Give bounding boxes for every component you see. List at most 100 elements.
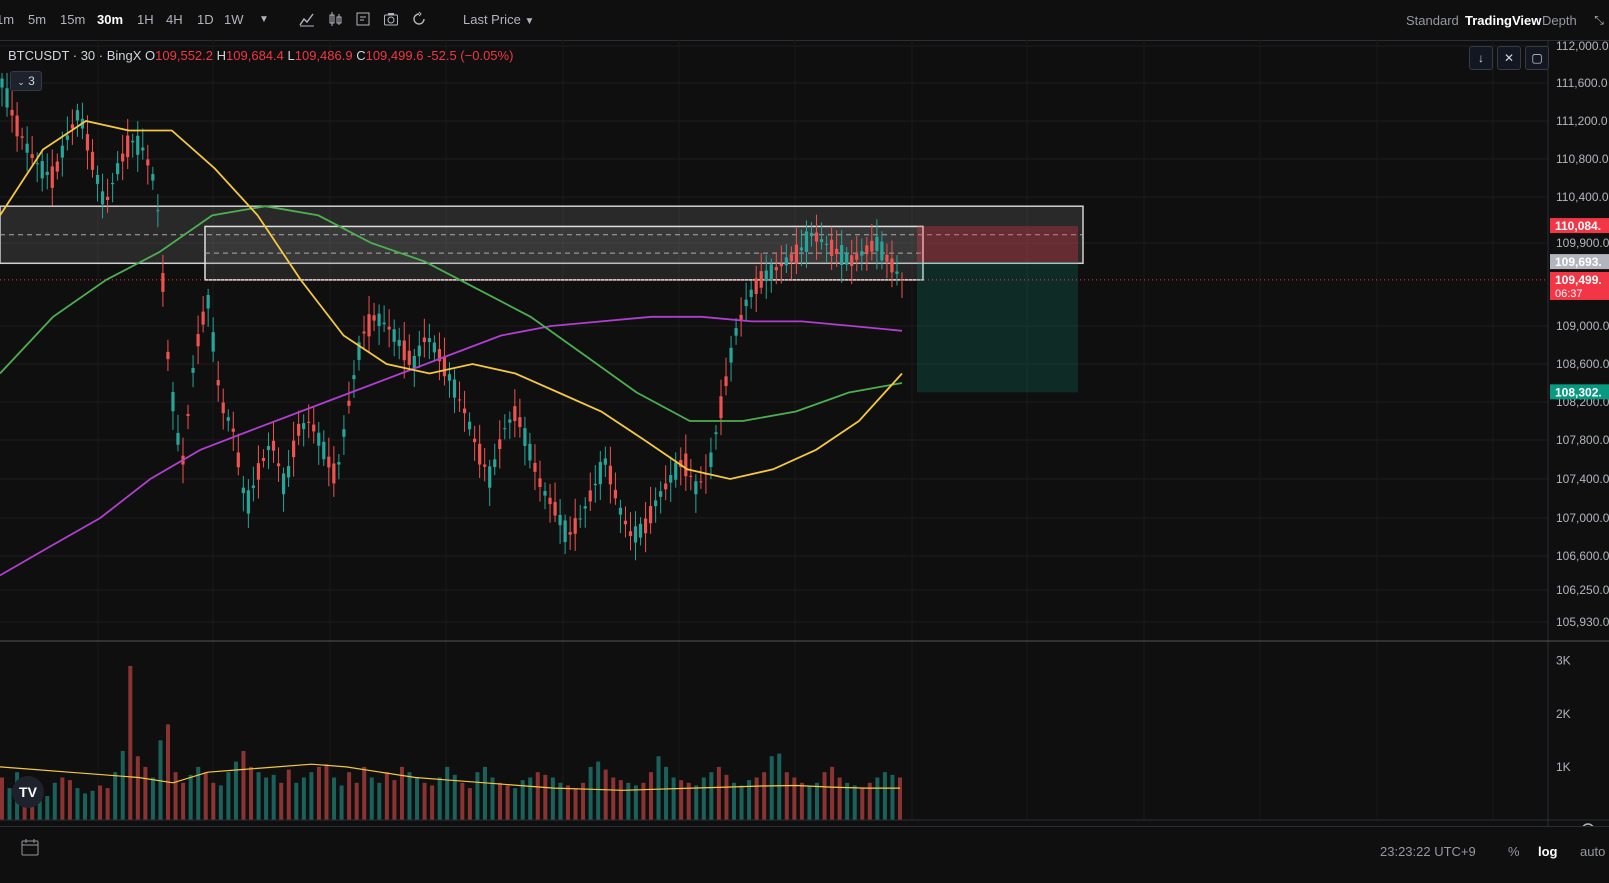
candle-body xyxy=(45,171,49,176)
chevron-down-icon: ▼ xyxy=(524,16,535,27)
candle-body xyxy=(292,440,296,458)
candle-body xyxy=(447,374,452,381)
collapse-icon[interactable]: ✕ xyxy=(1497,46,1521,70)
volume-bar xyxy=(377,782,382,820)
clock[interactable]: 23:23:22 UTC+9 xyxy=(1380,844,1476,859)
volume-bar xyxy=(362,766,367,820)
volume-bar xyxy=(445,766,450,820)
timeframe-1w[interactable]: 1W xyxy=(224,12,244,27)
candle-body xyxy=(633,526,638,543)
volume-bar xyxy=(867,782,872,820)
candle-body xyxy=(312,424,316,432)
reset-icon[interactable] xyxy=(410,11,428,29)
y-tick-label: 107,000.0 xyxy=(1556,511,1609,525)
candle-body xyxy=(689,475,693,477)
candle-body xyxy=(141,147,145,151)
price-type-selector[interactable]: Last Price ▼ xyxy=(463,12,534,27)
bottom-bar: 23:23:22 UTC+9 % log auto xyxy=(0,826,1609,883)
candle-body xyxy=(342,429,346,437)
volume-pane xyxy=(0,665,902,820)
candle-body xyxy=(382,322,386,325)
tradingview-logo[interactable]: TV xyxy=(12,776,44,808)
scroll-down-icon[interactable]: ↓ xyxy=(1469,46,1493,70)
candle-body xyxy=(392,329,396,342)
volume-bar xyxy=(233,761,238,820)
candle-body xyxy=(754,278,758,294)
legend-symbol[interactable]: BTCUSDT · 30 · BingX xyxy=(8,48,142,63)
candle-body xyxy=(206,294,210,309)
y-tick-label: 106,250.0 xyxy=(1556,583,1609,597)
timeframe-15m[interactable]: 15m xyxy=(60,12,86,27)
volume-bar xyxy=(422,782,427,820)
candle-body xyxy=(427,338,431,343)
candle-body xyxy=(166,351,170,360)
candle-body xyxy=(684,453,688,477)
volume-bar xyxy=(490,777,495,820)
volume-bar xyxy=(807,785,812,820)
volume-bar xyxy=(482,766,487,820)
candle-type-icon[interactable] xyxy=(326,11,344,29)
candle-body xyxy=(483,464,487,467)
maximize-icon[interactable]: ▢ xyxy=(1525,46,1549,70)
auto-toggle[interactable]: auto xyxy=(1580,844,1606,859)
indicators-icon[interactable] xyxy=(298,11,316,29)
volume-bar xyxy=(113,772,118,820)
indicators-collapse-toggle[interactable]: ⌄ 3 xyxy=(10,71,42,91)
volume-bar xyxy=(611,777,616,820)
candle-body xyxy=(332,463,336,484)
candle-body xyxy=(231,428,235,432)
templates-icon[interactable] xyxy=(354,11,372,29)
volume-bar xyxy=(596,761,601,820)
volume-bar xyxy=(188,774,193,820)
candle-body xyxy=(70,124,74,129)
candle-body xyxy=(357,342,361,360)
volume-bar xyxy=(294,782,299,820)
candle-body xyxy=(473,438,477,443)
timeframe-4h[interactable]: 4H xyxy=(166,12,183,27)
view-depth[interactable]: Depth xyxy=(1542,13,1577,28)
volume-bar xyxy=(226,772,231,820)
candle-body xyxy=(176,432,180,445)
price-chart[interactable]: 112,000.0 111,600.0 111,200.0 110,800.0 110,… xyxy=(0,40,1609,826)
candle-body xyxy=(151,174,155,181)
candle-body xyxy=(156,210,160,212)
y-tick-label: 107,800.0 xyxy=(1556,433,1609,447)
timeframe-1m[interactable]: 1m xyxy=(0,12,15,27)
volume-bar xyxy=(626,782,631,820)
candle-body xyxy=(276,463,281,467)
volume-bar xyxy=(505,785,510,820)
volume-bar xyxy=(535,772,540,820)
candle-body xyxy=(201,311,205,325)
candle-body xyxy=(30,154,34,158)
timeframe-1h[interactable]: 1H xyxy=(137,12,154,27)
volume-bar xyxy=(898,777,902,820)
candle-body xyxy=(819,239,824,243)
candle-body xyxy=(40,161,44,179)
volume-bar xyxy=(618,780,623,820)
stop-loss-zone xyxy=(917,226,1078,263)
volume-bar xyxy=(573,788,578,820)
calendar-icon[interactable] xyxy=(20,837,40,862)
volume-bar xyxy=(0,777,4,820)
volume-bar xyxy=(882,772,887,820)
log-toggle[interactable]: log xyxy=(1538,844,1558,859)
candle-body xyxy=(10,109,14,116)
y-tick-label: 111,200.0 xyxy=(1556,114,1608,128)
expand-icon[interactable]: ⤡ xyxy=(1594,13,1604,27)
candle-body xyxy=(618,507,623,515)
candle-body xyxy=(558,514,562,526)
view-tradingview[interactable]: TradingView xyxy=(1465,13,1542,28)
volume-bar xyxy=(60,777,65,820)
view-standard[interactable]: Standard xyxy=(1406,13,1459,28)
ma-green-line xyxy=(0,205,903,422)
timeframe-30m[interactable]: 30m xyxy=(97,12,124,27)
timeframe-1d[interactable]: 1D xyxy=(197,12,214,27)
timeframe-5m[interactable]: 5m xyxy=(28,12,47,27)
percent-toggle[interactable]: % xyxy=(1508,844,1520,859)
candle-body xyxy=(583,506,587,509)
camera-icon[interactable] xyxy=(382,11,400,29)
volume-bar xyxy=(437,777,442,820)
volume-tick-label: 3K xyxy=(1556,654,1571,668)
candle-body xyxy=(25,143,29,153)
timeframe-dropdown-icon[interactable]: ▼ xyxy=(259,14,269,25)
